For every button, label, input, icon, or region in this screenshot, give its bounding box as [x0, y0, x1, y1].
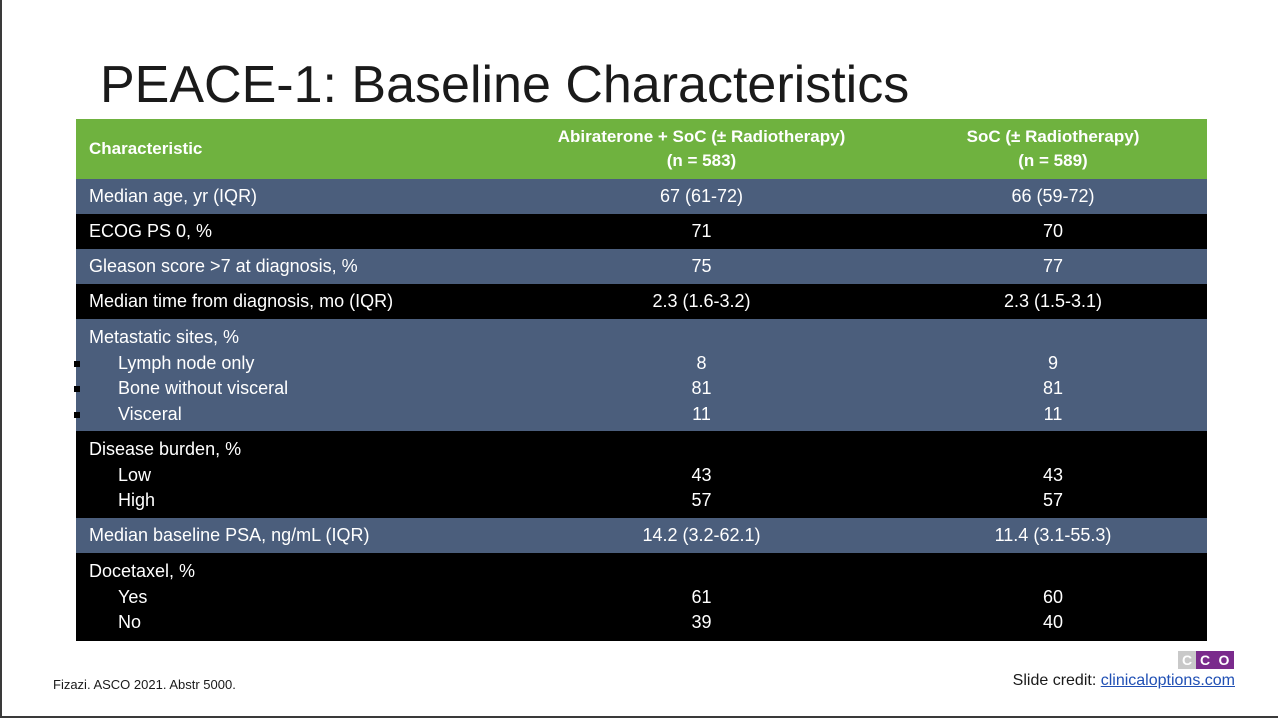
- row-value-soc: 70: [1042, 221, 1064, 241]
- row-value-soc: 2.3 (1.5-3.1): [1003, 291, 1103, 311]
- row-value-abiraterone: 57: [691, 490, 712, 510]
- baseline-table: Characteristic Abiraterone + SoC (± Radi…: [74, 119, 1207, 641]
- row-value-abiraterone: 43: [691, 464, 712, 485]
- row-value-soc: 66 (59-72): [1011, 186, 1095, 206]
- row-value-abiraterone: 71: [691, 221, 712, 241]
- row-value-abiraterone: 81: [691, 378, 712, 398]
- burden-values-abiraterone: 43 57: [504, 437, 899, 518]
- credit-link[interactable]: clinicaloptions.com: [1100, 672, 1235, 689]
- burden-values-soc: 43 57: [899, 437, 1207, 518]
- row-value-abiraterone: 61: [691, 586, 712, 607]
- row-value-soc: 9: [1047, 352, 1058, 373]
- header-soc-n: (n = 589): [1018, 151, 1088, 170]
- row-value-abiraterone: 14.2 (3.2-62.1): [642, 525, 761, 545]
- row-value-abiraterone: 2.3 (1.6-3.2): [652, 291, 751, 311]
- header-soc: SoC (± Radiotherapy) (n = 589): [899, 125, 1207, 173]
- header-soc-title: SoC (± Radiotherapy): [966, 127, 1140, 146]
- docetaxel-values-soc: 60 40: [899, 559, 1207, 641]
- header-characteristic: Characteristic: [89, 139, 203, 158]
- table-row-gleason: Gleason score >7 at diagnosis, % 75 77: [76, 249, 1207, 284]
- row-value-abiraterone: 75: [691, 256, 712, 276]
- burden-labels: Disease burden, % Low High: [76, 437, 504, 518]
- row-label: Docetaxel, %: [89, 561, 196, 581]
- metastatic-lymph-label: Lymph node only: [74, 351, 504, 377]
- burden-high-label: High: [118, 490, 156, 510]
- docetaxel-yes-label: Yes: [118, 586, 148, 607]
- row-label: ECOG PS 0, %: [89, 221, 213, 241]
- row-value-soc: 77: [1042, 256, 1064, 276]
- credit-label: Slide credit:: [1012, 672, 1101, 689]
- row-value-soc: 57: [1042, 490, 1064, 510]
- row-value-soc: 11: [1043, 403, 1063, 424]
- docetaxel-values-abiraterone: 61 39: [504, 559, 899, 641]
- table-row-ecog: ECOG PS 0, % 71 70: [76, 214, 1207, 249]
- metastatic-values-abiraterone: 8 81 11: [504, 325, 899, 431]
- row-label: Median baseline PSA, ng/mL (IQR): [89, 525, 370, 545]
- table-header-row: Characteristic Abiraterone + SoC (± Radi…: [76, 119, 1207, 179]
- row-value-soc: 60: [1042, 586, 1064, 607]
- table-row-docetaxel: Docetaxel, % Yes No 61 39 60 40: [76, 553, 1207, 641]
- row-label: Median age, yr (IQR): [89, 186, 258, 206]
- citation: Fizazi. ASCO 2021. Abstr 5000.: [53, 677, 236, 692]
- row-value-soc: 81: [1042, 378, 1064, 398]
- metastatic-bone-label: Bone without visceral: [74, 376, 504, 402]
- header-abiraterone-n: (n = 583): [666, 151, 737, 170]
- metastatic-labels: Metastatic sites, % Lymph node only Bone…: [74, 325, 504, 431]
- logo-letter: C: [1196, 651, 1214, 669]
- logo-letter: O: [1214, 651, 1234, 669]
- header-abiraterone-title: Abiraterone + SoC (± Radiotherapy): [557, 127, 846, 146]
- row-value-soc: 40: [1042, 612, 1064, 632]
- table-row-disease-burden: Disease burden, % Low High 43 57 43 57: [76, 431, 1207, 518]
- row-label: Metastatic sites, %: [89, 327, 240, 347]
- row-value-abiraterone: 11: [692, 403, 711, 424]
- logo-letter: C: [1178, 651, 1196, 669]
- row-label: Median time from diagnosis, mo (IQR): [89, 291, 394, 311]
- table-row-median-age: Median age, yr (IQR) 67 (61-72) 66 (59-7…: [76, 179, 1207, 214]
- table-row-psa: Median baseline PSA, ng/mL (IQR) 14.2 (3…: [76, 518, 1207, 553]
- slide-title: PEACE-1: Baseline Characteristics: [100, 56, 910, 114]
- row-value-abiraterone: 39: [691, 612, 712, 632]
- row-value-soc: 11.4 (3.1-55.3): [994, 525, 1112, 545]
- metastatic-values-soc: 9 81 11: [899, 325, 1207, 431]
- burden-low-label: Low: [118, 464, 152, 485]
- table-row-metastatic-sites: Metastatic sites, % Lymph node only Bone…: [74, 319, 1207, 431]
- slide-credit: Slide credit: clinicaloptions.com: [1013, 672, 1235, 690]
- row-value-abiraterone: 8: [696, 352, 707, 373]
- docetaxel-labels: Docetaxel, % Yes No: [76, 559, 504, 641]
- docetaxel-no-label: No: [118, 612, 142, 632]
- table-row-time-from-diagnosis: Median time from diagnosis, mo (IQR) 2.3…: [76, 284, 1207, 319]
- row-label: Gleason score >7 at diagnosis, %: [89, 256, 358, 276]
- metastatic-visceral-label: Visceral: [74, 402, 504, 428]
- header-abiraterone: Abiraterone + SoC (± Radiotherapy) (n = …: [504, 125, 899, 173]
- row-label: Disease burden, %: [89, 439, 242, 459]
- row-value-abiraterone: 67 (61-72): [659, 186, 744, 206]
- row-value-soc: 43: [1042, 464, 1064, 485]
- cco-logo: C C O: [1178, 651, 1234, 669]
